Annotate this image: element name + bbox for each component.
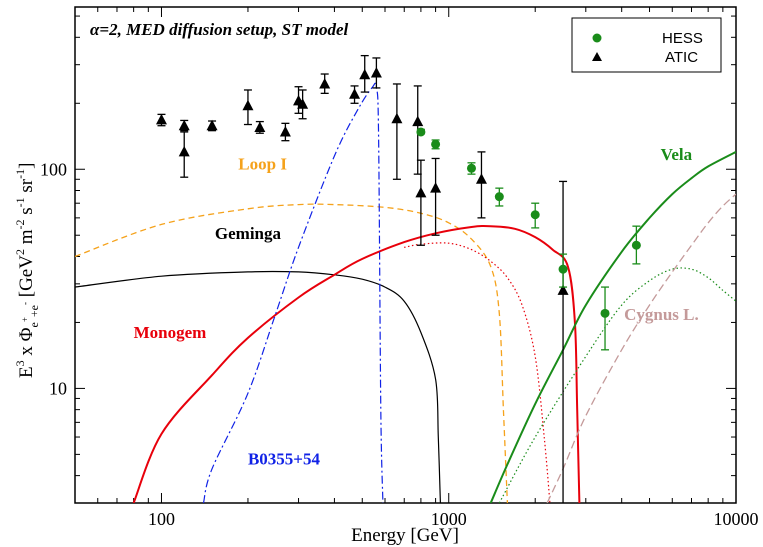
y-axis-title-units-exp3: -1 [13, 197, 27, 207]
hess-point-marker [558, 264, 568, 274]
hess-point-marker [631, 240, 641, 250]
atic-point-marker [370, 66, 382, 78]
y-axis-title-sub-sup1: + [20, 317, 30, 322]
curve-label-monogem: Monogem [134, 323, 207, 342]
chart-annotation: α=2, MED diffusion setup, ST model [90, 20, 349, 39]
atic-point-marker [391, 112, 403, 124]
data-points [155, 54, 641, 503]
x-tick-label: 1000 [431, 509, 467, 529]
atic-point-marker [178, 145, 190, 157]
legend: HESS ATIC [571, 17, 722, 73]
axis-ticks: 100 1000 10000 10 100 [40, 7, 759, 529]
atic-point-marker [359, 68, 371, 80]
y-axis-title-sub-sup2: - [20, 302, 30, 305]
hess-point-marker [466, 163, 476, 173]
y-axis-title: E3 x Φe++e- [GeV2 m-2 s-1 sr-1] [13, 163, 41, 378]
atic-point-marker [297, 98, 309, 109]
legend-box [571, 17, 722, 73]
y-axis-title-units-exp2: -2 [13, 220, 27, 230]
legend-atic-label: ATIC [665, 49, 698, 66]
atic-point-marker [178, 119, 190, 131]
y-axis-title-units-exp1: 2 [13, 249, 27, 255]
atic-point-marker [412, 115, 424, 127]
y-axis-title-sr: sr [16, 178, 37, 197]
curve-label-geminga: Geminga [215, 224, 282, 243]
y-axis-title-s: s [16, 207, 37, 219]
y-axis-title-units-exp4: -1 [13, 169, 27, 179]
curve-monogem-dotted [404, 242, 551, 503]
legend-atic-marker [592, 52, 602, 61]
atic-point-marker [206, 119, 218, 131]
y-tick-label: 10 [49, 378, 67, 398]
y-axis-title-units: [GeV [16, 255, 37, 302]
y-axis-title-sub-e2: +e [27, 305, 41, 317]
hess-point-marker [530, 210, 540, 220]
y-axis-title-close: ] [16, 163, 37, 169]
atic-point-marker [557, 284, 569, 295]
hess-point-marker [494, 192, 504, 202]
hess-point-marker [431, 139, 441, 149]
atic-point-marker [254, 121, 266, 133]
y-axis-title-exp: 3 [13, 360, 27, 366]
curve-b0355-54 [202, 82, 384, 503]
legend-hess-label: HESS [662, 30, 703, 47]
atic-point-marker [415, 186, 427, 198]
atic-point-marker [279, 125, 291, 137]
curve-label-loop-i: Loop I [238, 154, 287, 173]
y-axis-title-e: E [16, 366, 37, 378]
atic-point-marker [475, 173, 487, 184]
atic-point-marker [319, 77, 331, 89]
atic-point-marker [349, 88, 361, 99]
y-axis-title-m: m [16, 229, 37, 249]
atic-point-marker [430, 182, 442, 193]
plot-frame [74, 6, 737, 504]
curve-geminga [75, 270, 441, 503]
curve-vela-dotted [498, 267, 736, 503]
y-axis-title-times: x Φ [16, 327, 37, 360]
curve-label-cygnus-l: Cygnus L. [624, 305, 699, 324]
curve-label-b0355-54: B0355+54 [248, 449, 321, 468]
model-curves [75, 82, 736, 503]
atic-point-marker [155, 113, 167, 125]
x-axis-title: Energy [GeV] [351, 525, 459, 546]
curve-labels: Loop I Geminga Monogem B0355+54 Vela Cygnus L… [134, 145, 699, 468]
legend-hess-marker [592, 33, 602, 43]
y-axis-title-sub: e [27, 322, 41, 327]
atic-point-marker [242, 99, 254, 111]
x-tick-label: 10000 [714, 509, 759, 529]
hess-point-marker [416, 127, 426, 137]
x-tick-label: 100 [148, 509, 175, 529]
curve-label-vela: Vela [661, 145, 693, 164]
curve-cygnus-l [546, 193, 736, 503]
y-tick-label: 100 [40, 159, 67, 179]
curve-monogem [132, 225, 581, 503]
hess-point-marker [600, 308, 610, 318]
curve-vela [489, 151, 736, 503]
